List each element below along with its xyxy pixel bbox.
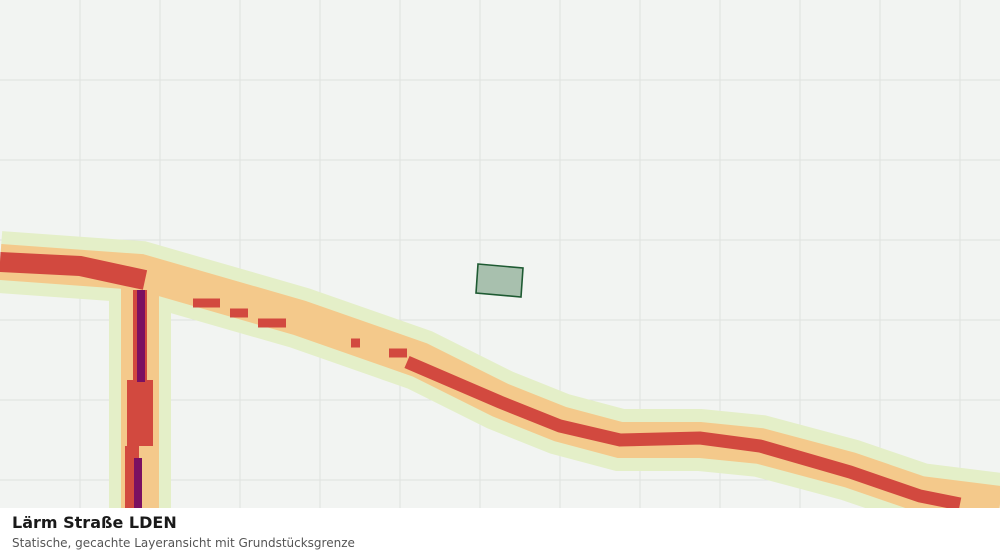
noise-zone-high <box>193 298 407 358</box>
parcel-boundary[interactable] <box>475 263 524 298</box>
info-panel: Lärm Straße LDEN Statische, gecachte Lay… <box>0 508 1000 560</box>
noise-zone-high <box>0 252 148 290</box>
layer-subtitle: Statische, gecachte Layeransicht mit Gru… <box>12 536 355 550</box>
noise-zone-high <box>404 356 962 511</box>
noise-zone-very-high <box>134 290 145 508</box>
noise-layer <box>0 231 1000 535</box>
layer-title: Lärm Straße LDEN <box>12 513 177 532</box>
